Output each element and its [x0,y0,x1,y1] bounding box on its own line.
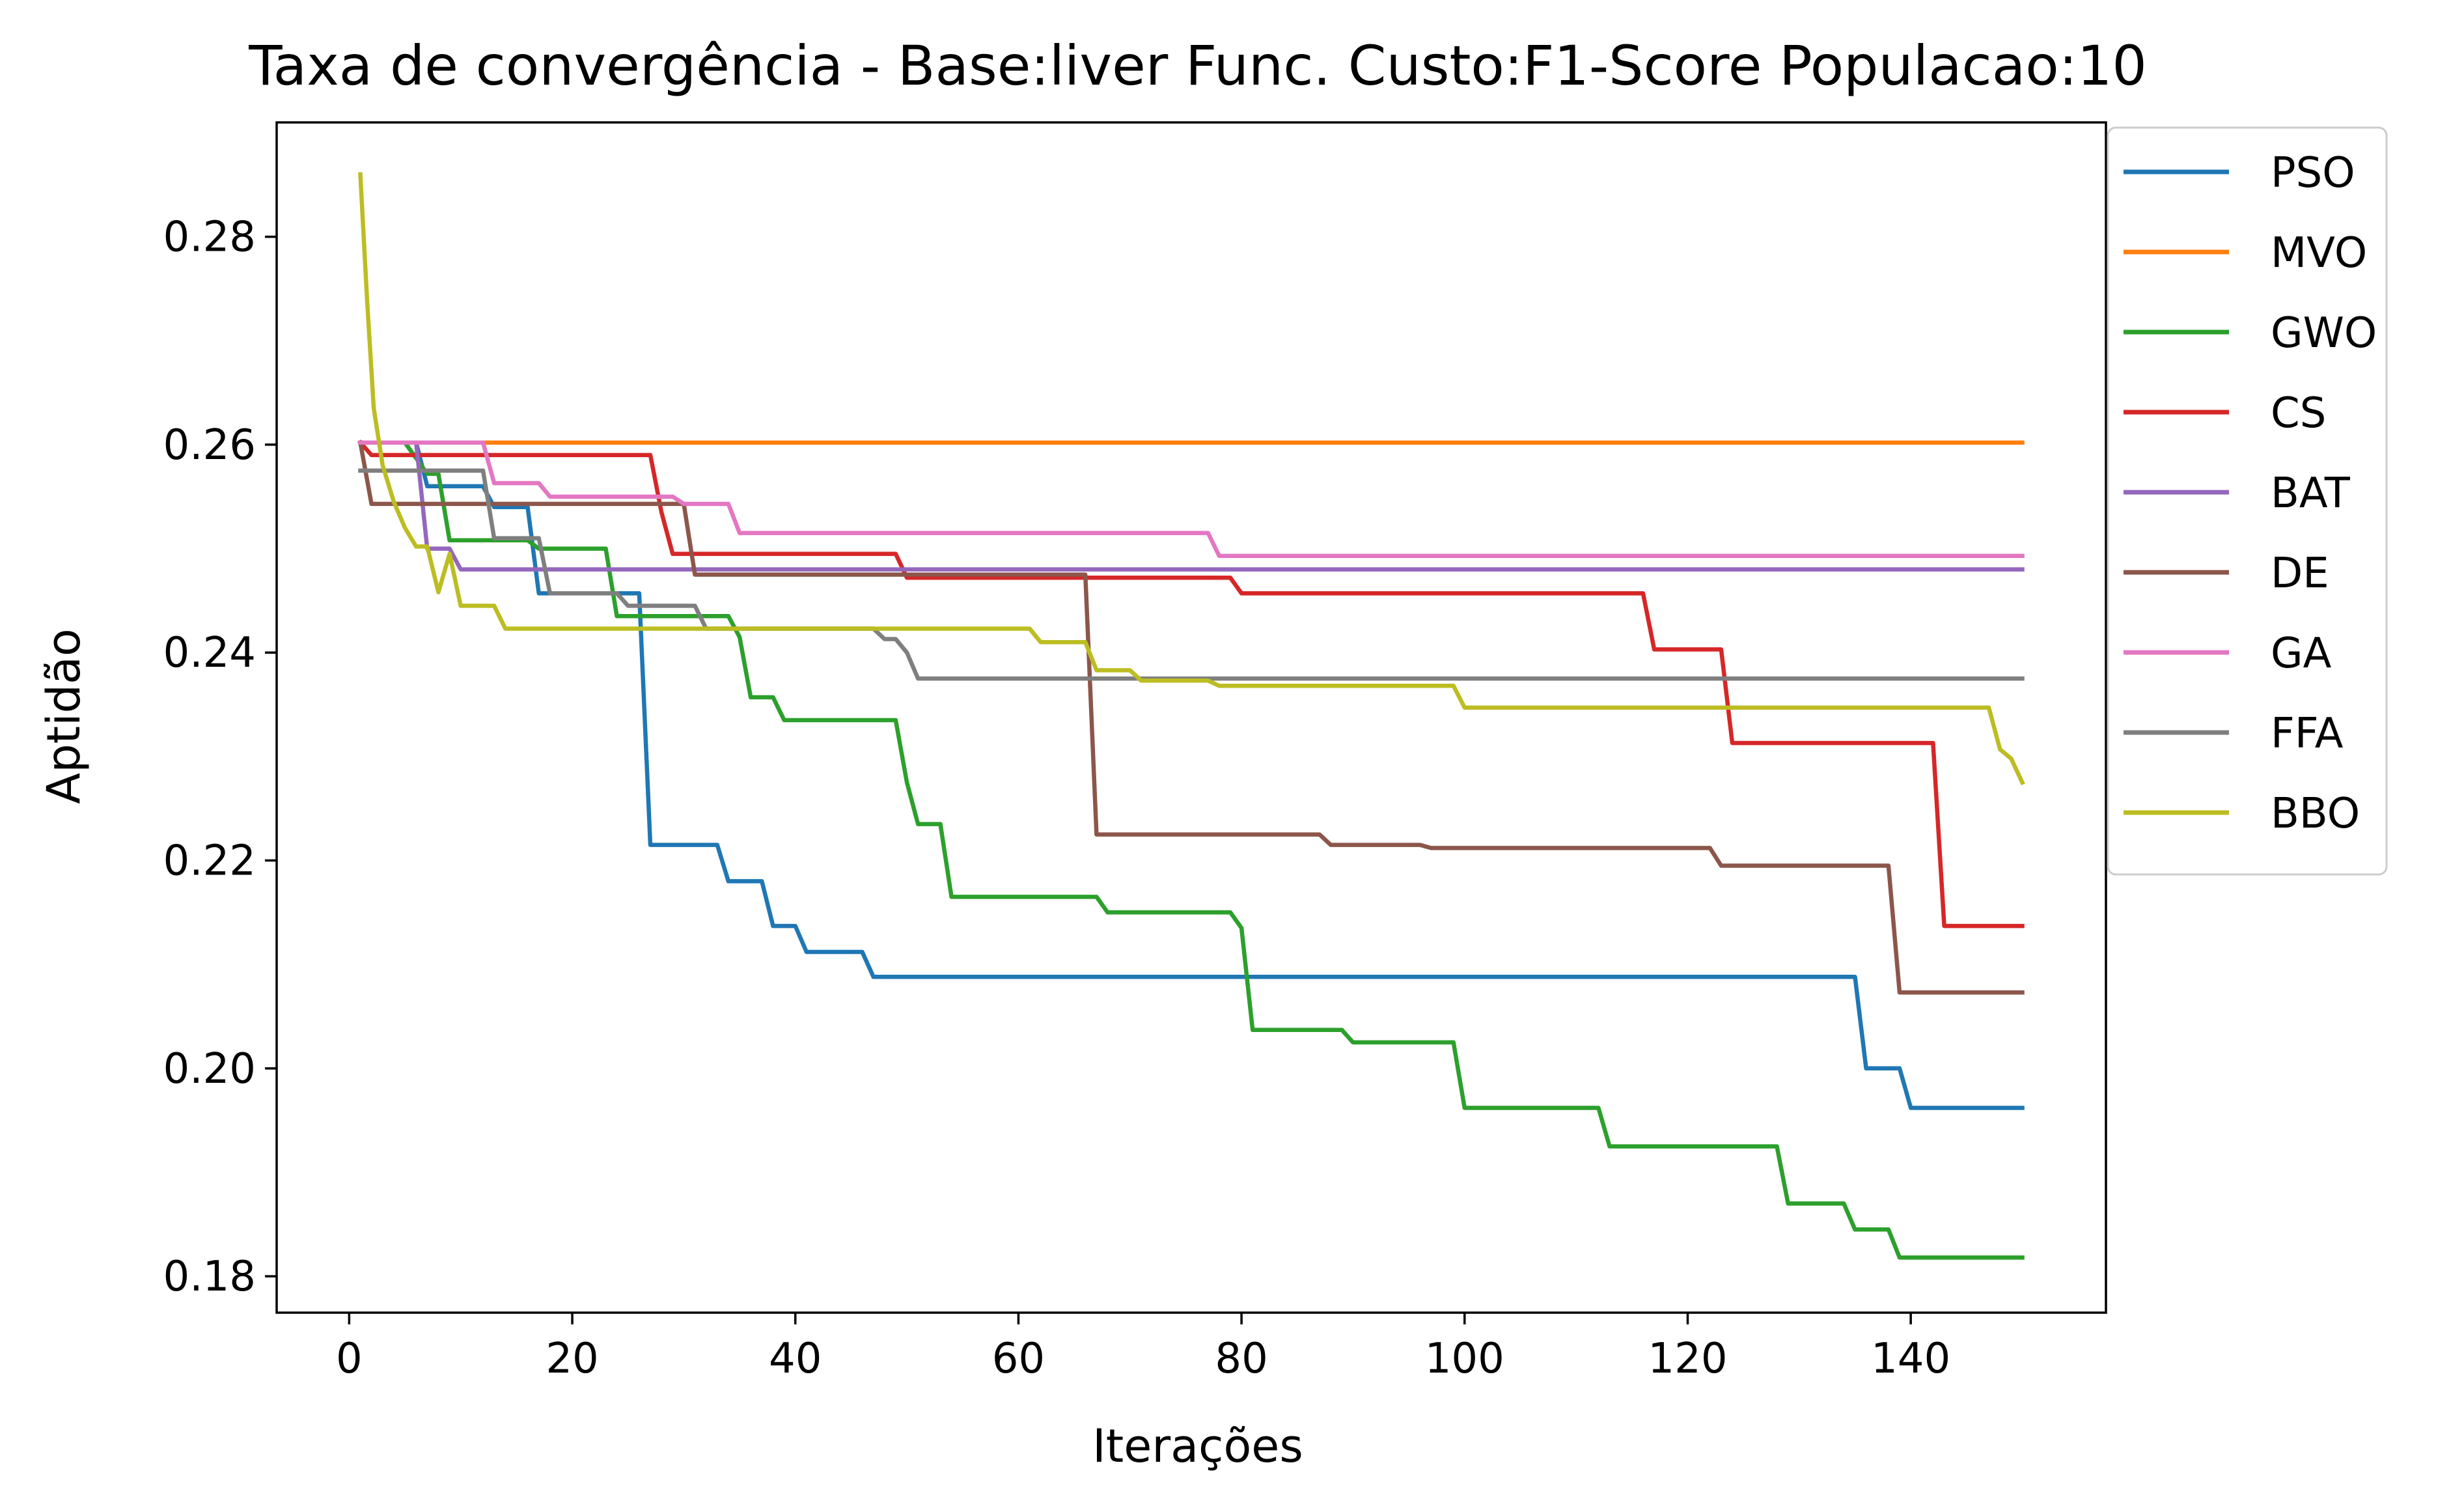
legend: PSO MVO GWO CS BAT DE GA FFA BBO [2107,126,2388,876]
x-tick-label: 140 [1871,1335,1950,1383]
axes-frame [275,121,2107,1314]
y-axis-label: Aptidão [37,628,90,803]
y-tick-label: 0.22 [163,837,256,886]
legend-label-mvo: MVO [2271,229,2367,277]
x-tick-label: 80 [1215,1335,1267,1383]
series-line-de [357,440,2025,995]
series-line-ga [358,440,2025,558]
plot-area [277,122,2106,1313]
legend-label-pso: PSO [2271,149,2355,197]
y-tick-label: 0.20 [163,1045,256,1093]
series-lines [357,172,2025,1260]
x-tick-label: 60 [992,1335,1045,1383]
x-axis-label: Iterações [1092,1419,1303,1473]
plot-background [277,122,2106,1313]
y-tick-label: 0.18 [163,1253,256,1301]
legend-label-bat: BAT [2271,469,2351,518]
legend-label-ffa: FFA [2271,710,2344,758]
y-tick-label: 0.24 [163,629,256,677]
series-line-bbo [358,172,2025,786]
legend-frame [2107,126,2388,876]
x-tick-label: 20 [546,1335,598,1383]
legend-label-gwo: GWO [2271,309,2377,357]
series-line-ffa [358,468,2025,681]
legend-label-de: DE [2271,550,2329,598]
axes: 0 20 40 60 80 100 120 140 0.18 0.20 0.22 0.24 0.26 0.… [163,121,2107,1383]
x-tick-label: 100 [1425,1335,1504,1383]
x-tick-label: 40 [769,1335,822,1383]
legend-label-ga: GA [2271,630,2332,678]
legend-label-bbo: BBO [2271,790,2360,838]
series-line-cs [357,440,2025,929]
y-tick-label: 0.26 [163,421,256,469]
chart-title: Taxa de convergência - Base:liver Func. … [248,34,2147,98]
legend-label-cs: CS [2271,389,2326,438]
y-tick-label: 0.28 [163,214,256,262]
x-tick-label: 0 [336,1335,363,1383]
x-tick-label: 120 [1648,1335,1727,1383]
